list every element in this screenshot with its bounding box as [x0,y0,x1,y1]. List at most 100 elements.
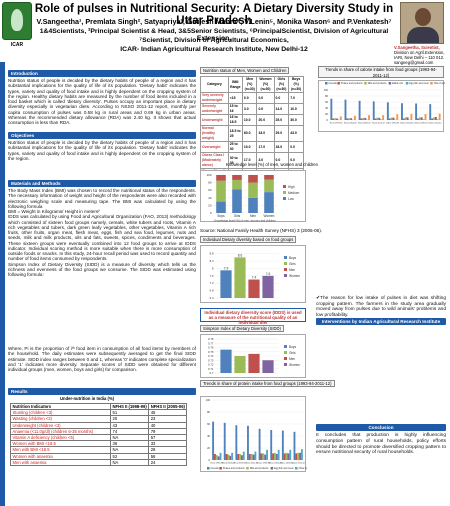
bar [217,456,220,460]
bar [334,118,337,120]
bar [287,453,290,460]
legend-swatch [246,467,249,470]
legend-swatch [284,262,287,265]
bar [336,118,338,120]
protein-chart-frame: 0 20 40 60 80 100 Rural 1993-94 Rural 2004-05 Ru… [200,396,310,472]
x-tick-label: Urban 2011-12 [292,463,306,465]
y-tick-label: 100 [206,173,211,177]
legend-label: Boys [289,345,296,349]
status-table-header: Boys (%) (n=30) [288,76,304,93]
bar [415,103,418,120]
bar [346,118,349,120]
x-tick-label: Women [264,214,275,218]
bar [350,118,353,120]
y-tick-label: 60 [325,100,328,104]
bar [250,454,253,460]
legend-label: Edible oils [392,82,404,85]
bar [410,114,413,120]
bar-segment [264,192,274,213]
contact-block: V.Sangeetha, Scientist, Division on Agri… [394,45,450,65]
bar [240,455,243,460]
value-cell: 28 [148,446,188,454]
bar [404,117,407,120]
y-tick-label: 100 [206,398,211,402]
protein-chart-title: Trends in share of protein intake from f… [200,380,335,387]
under-nutrition-row: Men with anaemia NA 24 [10,458,188,467]
value-cell: 23 [148,415,188,423]
bar [272,453,275,460]
y-tick-label: 8 [212,266,214,270]
y-tick-label: 0.76 [208,346,214,350]
bar [219,452,222,460]
contact-line-2: IARI, New Delhi – 110 012. [394,55,445,60]
legend-label: High [288,185,295,189]
legend-swatch [284,351,287,354]
bar [266,449,268,460]
bar [235,425,238,460]
legend-label: Women [289,363,300,367]
legend-label: Cereals [211,467,220,470]
bar [406,117,409,120]
poster-title: Role of pulses in Nutritional Security: … [34,3,394,27]
x-tick-label: Urban 1993-94 [257,463,271,465]
x-axis-label: Knowledge level (%) of men, women and ch… [214,219,276,223]
y-tick-label: 80 [325,94,328,98]
y-tick-label: 60 [208,188,212,192]
y-tick-label: 40 [208,196,212,200]
legend-label: Egg fish and meat [409,82,429,85]
bar [289,449,292,460]
affiliation-1: 1&4Scientists, ²Principal Scientist & He… [39,28,389,42]
under-nutrition-table: Nutrition Indicators NFHS II (1998-99) NFH… [10,402,188,467]
y-tick-label: 0.77 [208,341,214,345]
legend-label: Cereals [329,82,338,85]
value-cell: 36 [109,440,150,448]
bar [275,454,278,460]
legend-label: Medium [288,191,300,195]
under-nutrition-table-wrap: Nutrition Indicators NFHS II (1998-99) NFH… [10,402,188,467]
bar [231,452,234,460]
affiliation-2: ⁷Scientist, Division of Agricultural Eco… [139,37,289,44]
contact-email: sangeeg@gmail.com [394,60,434,65]
status-value-cell: 14.0 [273,103,290,115]
bar [402,118,405,120]
status-value-cell: 0.0 [288,141,304,153]
left-accent-bar [0,62,5,506]
status-table-row: Underweight 16 to 18.5 10.0 20.0 25.0 30.0 [200,114,304,126]
status-table-row: Overweight 25 to 30 10.0 17.0 18.0 0.0 [200,141,304,153]
bar [396,114,399,120]
reason-text: ✔The reason for low intake of pulses in … [316,296,446,318]
bar [252,454,255,460]
data-label: 7.4 [252,276,257,280]
sidd-chart: 0.70.710.720.730.740.750.760.770.78 Boys G… [208,337,300,375]
legend-swatch [284,274,287,277]
legend-swatch [270,467,274,470]
value-cell: 52 [109,452,150,460]
results-heading: Results [8,388,196,395]
bar [212,421,215,460]
y-tick-label: 0.7 [210,371,214,375]
bar-segment [216,175,226,181]
y-tick-label: 0.73 [208,358,214,362]
legend-swatch [405,82,409,85]
under-nutrition-row: Wasting (children <3) 20 23 [10,415,188,423]
bar-segment [216,180,226,202]
y-tick-label: 0.72 [208,363,214,367]
bar [270,430,273,460]
bar [248,353,260,373]
bar [390,117,393,120]
bar [362,117,365,120]
status-table-header: Women (%) (n=30) [256,76,275,93]
category-cell: Overweight [200,141,229,153]
category-cell: Obese Class I (Moderately obese) [200,152,229,169]
bar [332,118,335,120]
legend-label: Egg fish and meat [274,467,294,470]
bar [283,453,286,460]
legend-label: Men [289,268,295,272]
y-tick-label: 6.4 [210,296,214,300]
status-table-header: Category [200,76,229,93]
bar [368,115,370,120]
under-nutrition-header: NFHS II (1998-99) [109,402,150,411]
under-nutrition-row: Anaemia (<11.0g/dl) (children 6-35 month… [10,427,188,436]
bar [277,449,280,460]
